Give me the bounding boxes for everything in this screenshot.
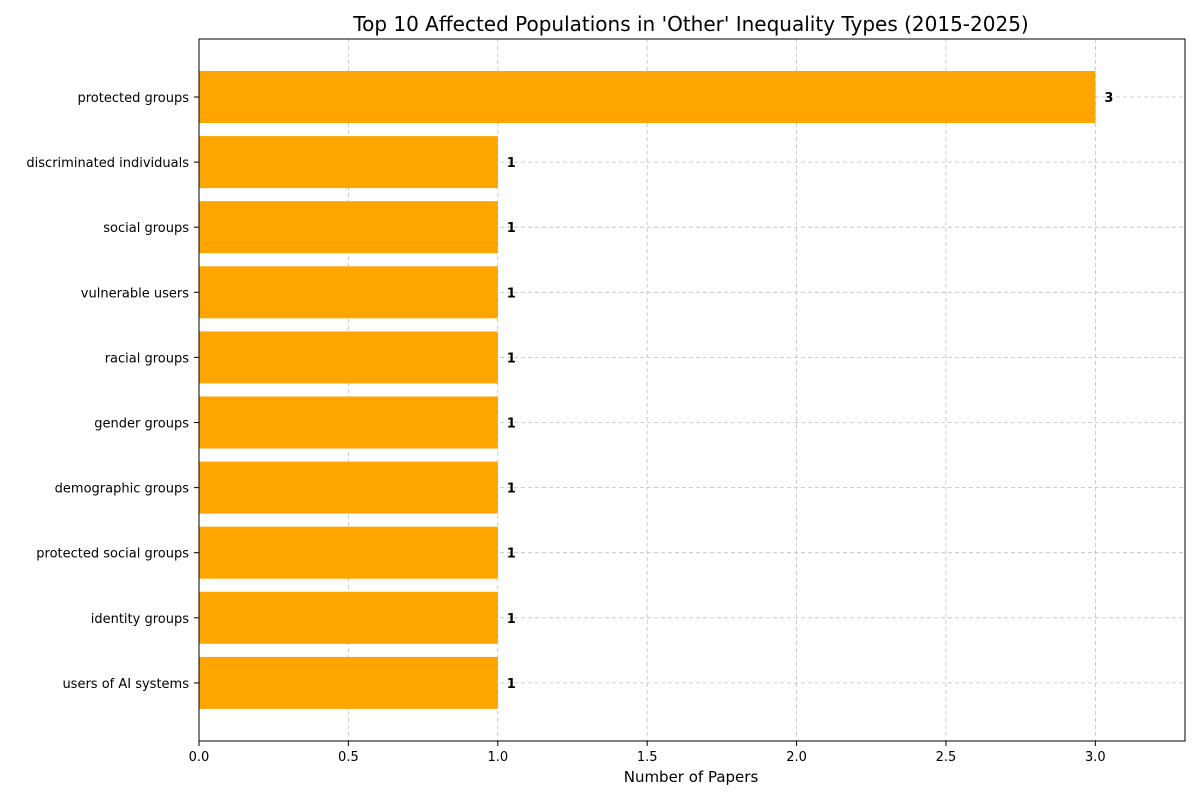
- bar: [199, 591, 498, 644]
- data-label: 1: [507, 417, 516, 432]
- bar: [199, 201, 498, 254]
- data-label: 1: [507, 677, 516, 692]
- bar: [199, 526, 498, 579]
- y-tick-label: identity groups: [91, 612, 189, 627]
- bar: [199, 136, 498, 189]
- data-label: 1: [507, 612, 516, 627]
- data-label: 1: [507, 286, 516, 301]
- bar: [199, 71, 1096, 123]
- y-tick-label: users of AI systems: [62, 677, 189, 692]
- x-tick-label: 1.5: [637, 750, 658, 765]
- y-tick-label: protected groups: [77, 91, 189, 106]
- x-tick-label: 1.0: [487, 750, 508, 765]
- data-label: 1: [507, 221, 516, 236]
- bar: [199, 396, 498, 449]
- x-axis-ticks: 0.0 0.5 1.0 1.5 2.0 2.5 3.0: [189, 741, 1106, 765]
- x-tick-label: 2.5: [936, 750, 957, 765]
- data-labels: 3 1 1 1 1 1 1 1 1 1: [507, 91, 1114, 692]
- plot-frame: [198, 38, 1186, 742]
- y-tick-label: protected social groups: [36, 547, 189, 562]
- x-axis-label: Number of Papers: [624, 768, 759, 786]
- x-tick-label: 2.0: [786, 750, 807, 765]
- data-label: 1: [507, 351, 516, 366]
- y-tick-label: demographic groups: [55, 482, 190, 497]
- bar: [199, 461, 498, 514]
- bars: [199, 71, 1096, 709]
- data-label: 3: [1104, 91, 1113, 106]
- bar: [199, 656, 498, 709]
- chart-title: Top 10 Affected Populations in 'Other' I…: [352, 12, 1028, 36]
- y-tick-label: vulnerable users: [81, 286, 189, 301]
- bar: [199, 266, 498, 319]
- data-label: 1: [507, 482, 516, 497]
- x-tick-label: 3.0: [1085, 750, 1106, 765]
- y-tick-label: racial groups: [105, 351, 190, 366]
- data-label: 1: [507, 156, 516, 171]
- y-tick-label: social groups: [103, 221, 189, 236]
- y-tick-label: gender groups: [94, 417, 189, 432]
- data-label: 1: [507, 547, 516, 562]
- x-tick-label: 0.5: [338, 750, 359, 765]
- x-tick-label: 0.0: [189, 750, 210, 765]
- y-axis-ticks: protected groups discriminated individual…: [26, 91, 199, 692]
- y-tick-label: discriminated individuals: [26, 156, 189, 171]
- bar: [199, 331, 498, 384]
